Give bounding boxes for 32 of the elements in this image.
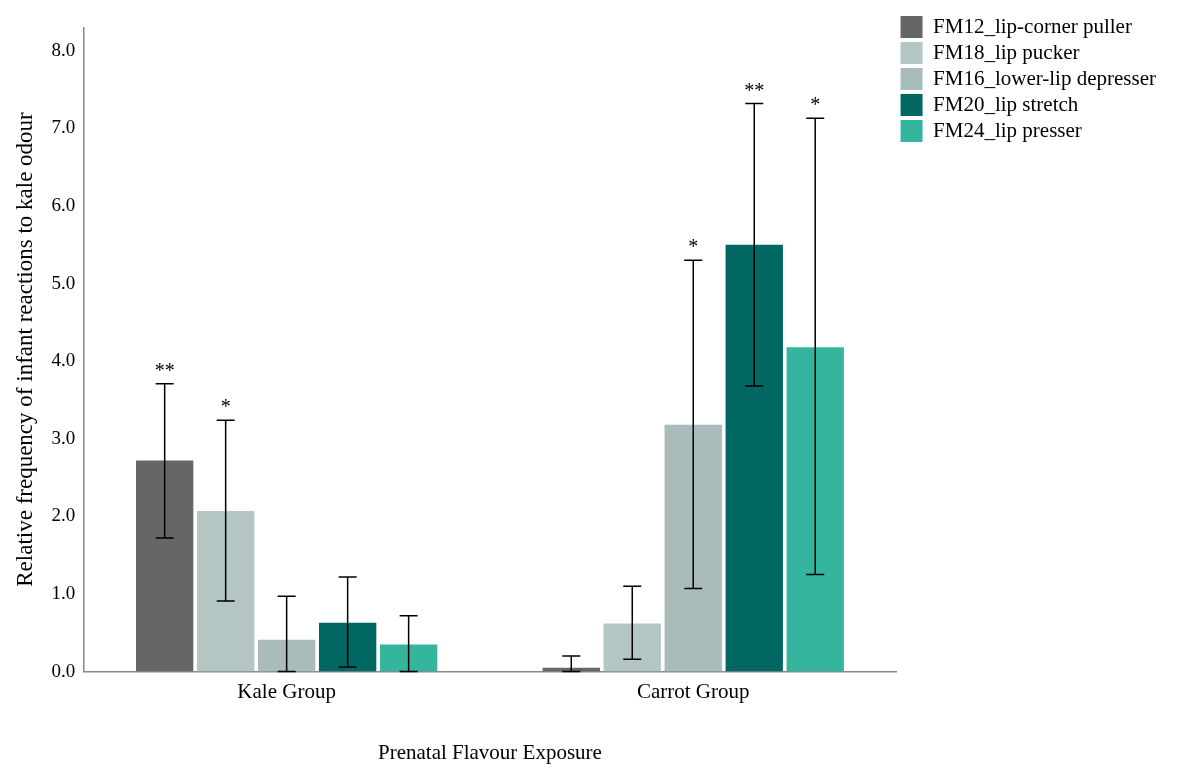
legend-label: FM12_lip-corner puller	[933, 13, 1132, 38]
legend-label: FM18_lip pucker	[933, 39, 1080, 64]
y-tick-label: 8.0	[51, 38, 76, 60]
bar	[379, 644, 438, 672]
x-tick-label: Carrot Group	[636, 678, 750, 703]
legend-label: FM20_lip stretch	[933, 91, 1079, 116]
y-tick-label: 4.0	[51, 349, 76, 371]
y-tick-label: 6.0	[51, 193, 76, 215]
bar	[257, 639, 316, 672]
annotation: **	[154, 358, 175, 381]
y-tick-label: 0.0	[51, 659, 76, 681]
y-tick-label: 3.0	[51, 426, 76, 448]
y-tick-label: 1.0	[51, 581, 76, 603]
x-axis-title: Prenatal Flavour Exposure	[377, 739, 602, 764]
y-axis-title: Relative frequency of infant reactions to kale odour	[11, 111, 37, 587]
annotation: *	[688, 235, 699, 258]
y-tick-label: 7.0	[51, 116, 76, 138]
bar	[318, 622, 377, 672]
annotation: *	[810, 93, 821, 116]
bar	[603, 623, 661, 672]
y-tick-label: 2.0	[51, 504, 76, 526]
bar	[136, 460, 194, 672]
annotation: **	[744, 78, 765, 101]
bar	[725, 244, 783, 672]
x-tick-label: Kale Group	[237, 678, 336, 703]
bar	[664, 424, 722, 672]
annotation: *	[220, 395, 231, 418]
legend-label: FM24_lip presser	[933, 117, 1082, 142]
y-tick-label: 5.0	[51, 271, 76, 293]
bar	[786, 347, 844, 672]
legend-label: FM16_lower-lip depresser	[933, 65, 1157, 90]
bar	[197, 510, 255, 672]
